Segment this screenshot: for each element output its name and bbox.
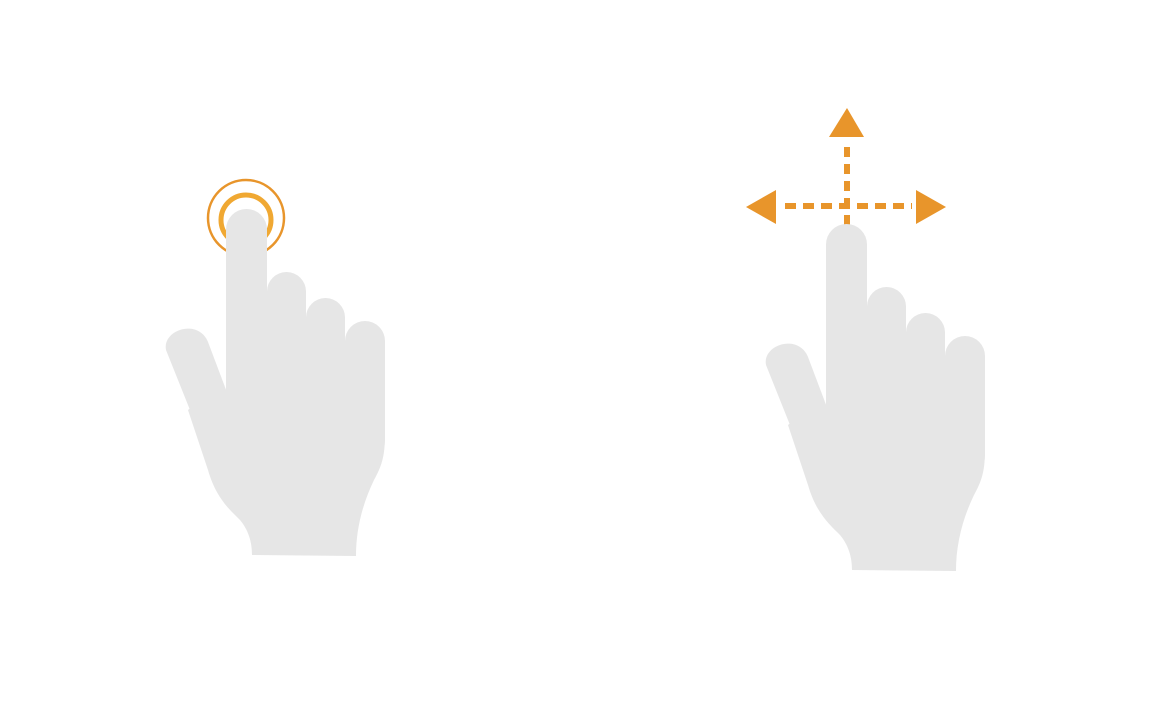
arrow-right-icon	[916, 190, 946, 224]
move-arrows-icon	[746, 108, 946, 226]
hand-icon	[165, 209, 385, 556]
hand-icon	[765, 224, 985, 571]
tap-gesture-icon	[165, 178, 385, 556]
drag-gesture-icon	[746, 108, 985, 571]
arrow-left-icon	[746, 190, 776, 224]
arrow-up-icon	[829, 108, 864, 137]
